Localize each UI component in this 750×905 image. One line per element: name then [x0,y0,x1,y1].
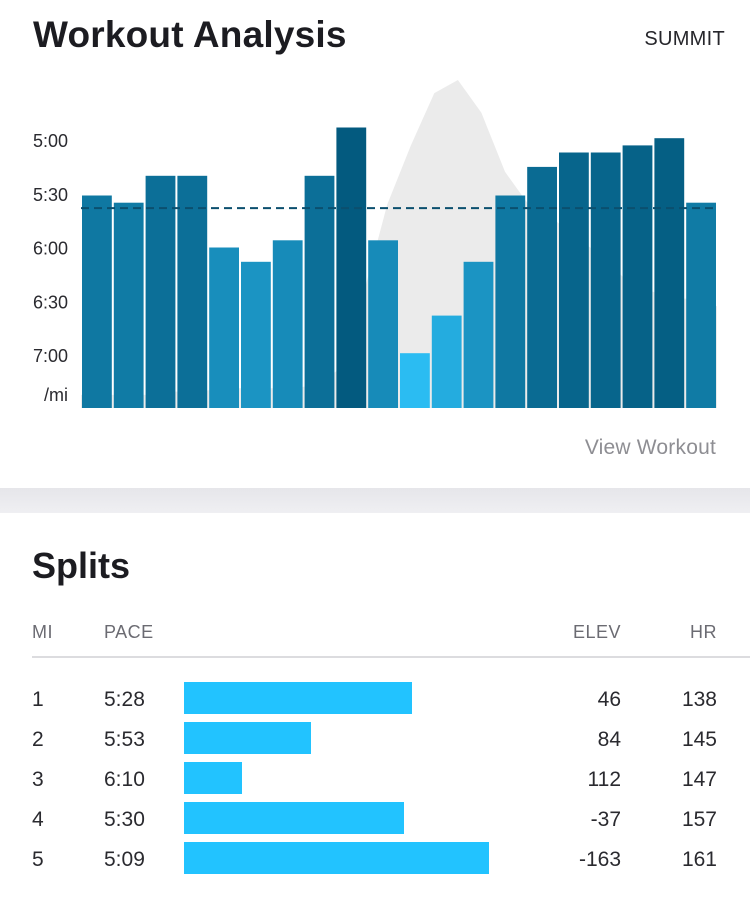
pace-bar [654,138,685,408]
split-pace-bar [184,682,412,714]
split-elev: 84 [597,728,621,751]
pace-bar [368,240,398,408]
pace-bar [559,152,589,408]
pace-bar [177,175,208,408]
split-hr: 145 [681,728,717,751]
split-pace: 6:10 [104,768,145,791]
page-title: Workout Analysis [33,14,347,55]
split-row: 5 5:09 -163 161 [0,842,750,882]
y-tick-label: 5:30 [33,185,68,205]
pace-bar [241,261,271,408]
pace-bar [336,127,367,408]
split-pace-bar [184,722,311,754]
pace-bar [400,353,430,408]
split-pace-bar [184,762,242,794]
split-row: 4 5:30 -37 157 [0,802,750,842]
pace-bar [622,145,653,408]
column-header-elev: ELEV [572,622,621,642]
split-row: 3 6:10 112 147 [0,762,750,802]
split-pace: 5:09 [104,848,145,871]
view-workout-link[interactable]: View Workout [584,436,716,459]
pace-bar [209,247,239,408]
header-divider [32,656,750,658]
pace-bar [495,195,526,408]
split-pace: 5:28 [104,688,145,711]
split-mile: 5 [32,848,44,871]
pace-bar [272,240,303,408]
pace-bar [686,202,716,408]
split-hr: 138 [681,688,717,711]
split-pace: 5:53 [104,728,145,751]
split-hr: 157 [681,808,717,831]
split-row: 2 5:53 84 145 [0,722,750,762]
brand-label: SUMMIT [644,28,725,50]
split-mile: 4 [32,808,44,831]
pace-bar [527,166,557,408]
pace-bar [113,202,144,408]
pace-chart: 5:00 5:30 6:00 6:30 7:00/mi [33,80,717,408]
split-mile: 1 [32,688,44,711]
split-pace-bar [184,842,489,874]
column-header-hr: HR [690,622,717,642]
split-pace-bar [184,802,404,834]
elevation-area [81,80,717,408]
split-mile: 2 [32,728,44,751]
pace-bar [590,152,621,408]
column-header-mi: MI [32,622,53,642]
split-hr: 161 [681,848,717,871]
split-elev: 112 [587,768,621,791]
y-tick-label: 5:00 [33,131,68,151]
y-tick-label: 6:30 [33,292,68,312]
column-header-pace: PACE [104,622,154,642]
split-elev: -37 [590,808,621,831]
split-mile: 3 [32,768,44,791]
y-tick-label: 7:00 [33,346,68,366]
y-unit-label: /mi [44,385,68,405]
split-pace: 5:30 [104,808,145,831]
pace-bar [431,315,462,408]
pace-bar [304,175,335,408]
split-elev: -163 [578,848,621,871]
y-tick-label: 6:00 [33,239,68,259]
split-row: 1 5:28 46 138 [0,682,750,722]
splits-title: Splits [32,545,131,586]
split-hr: 147 [681,768,717,791]
section-divider [0,488,750,513]
pace-bar [463,261,494,408]
pace-bar [82,195,112,408]
pace-bar [145,175,176,408]
split-elev: 46 [597,688,621,711]
